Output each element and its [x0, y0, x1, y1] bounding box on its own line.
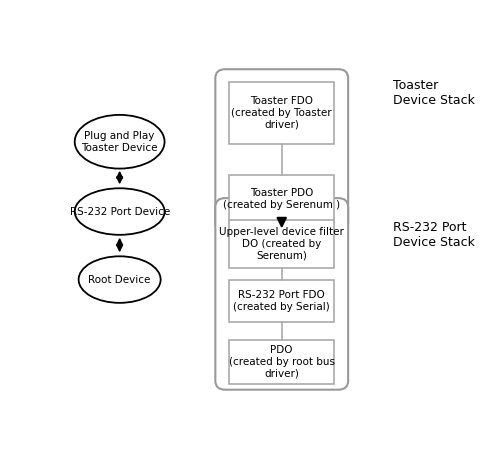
Ellipse shape — [79, 256, 161, 303]
FancyBboxPatch shape — [215, 69, 348, 232]
Ellipse shape — [75, 115, 164, 169]
FancyBboxPatch shape — [215, 198, 348, 390]
Ellipse shape — [75, 188, 164, 235]
Bar — [229, 339, 335, 384]
Text: Toaster
Device Stack: Toaster Device Stack — [393, 80, 475, 107]
Text: Toaster PDO
(created by Serenum ): Toaster PDO (created by Serenum ) — [223, 188, 340, 210]
Text: RS-232 Port Device: RS-232 Port Device — [70, 206, 170, 217]
Text: PDO
(created by root bus
driver): PDO (created by root bus driver) — [229, 345, 335, 379]
Bar — [229, 219, 335, 268]
Text: Toaster FDO
(created by Toaster
driver): Toaster FDO (created by Toaster driver) — [231, 97, 332, 130]
Text: Root Device: Root Device — [88, 274, 151, 285]
Bar — [229, 175, 335, 223]
Bar — [229, 82, 335, 145]
Text: RS-232 Port
Device Stack: RS-232 Port Device Stack — [393, 221, 475, 249]
Text: Upper-level device filter
DO (created by
Serenum): Upper-level device filter DO (created by… — [219, 227, 344, 260]
Text: RS-232 Port FDO
(created by Serial): RS-232 Port FDO (created by Serial) — [233, 290, 330, 312]
Bar — [229, 280, 335, 322]
Text: Plug and Play
Toaster Device: Plug and Play Toaster Device — [81, 131, 158, 153]
